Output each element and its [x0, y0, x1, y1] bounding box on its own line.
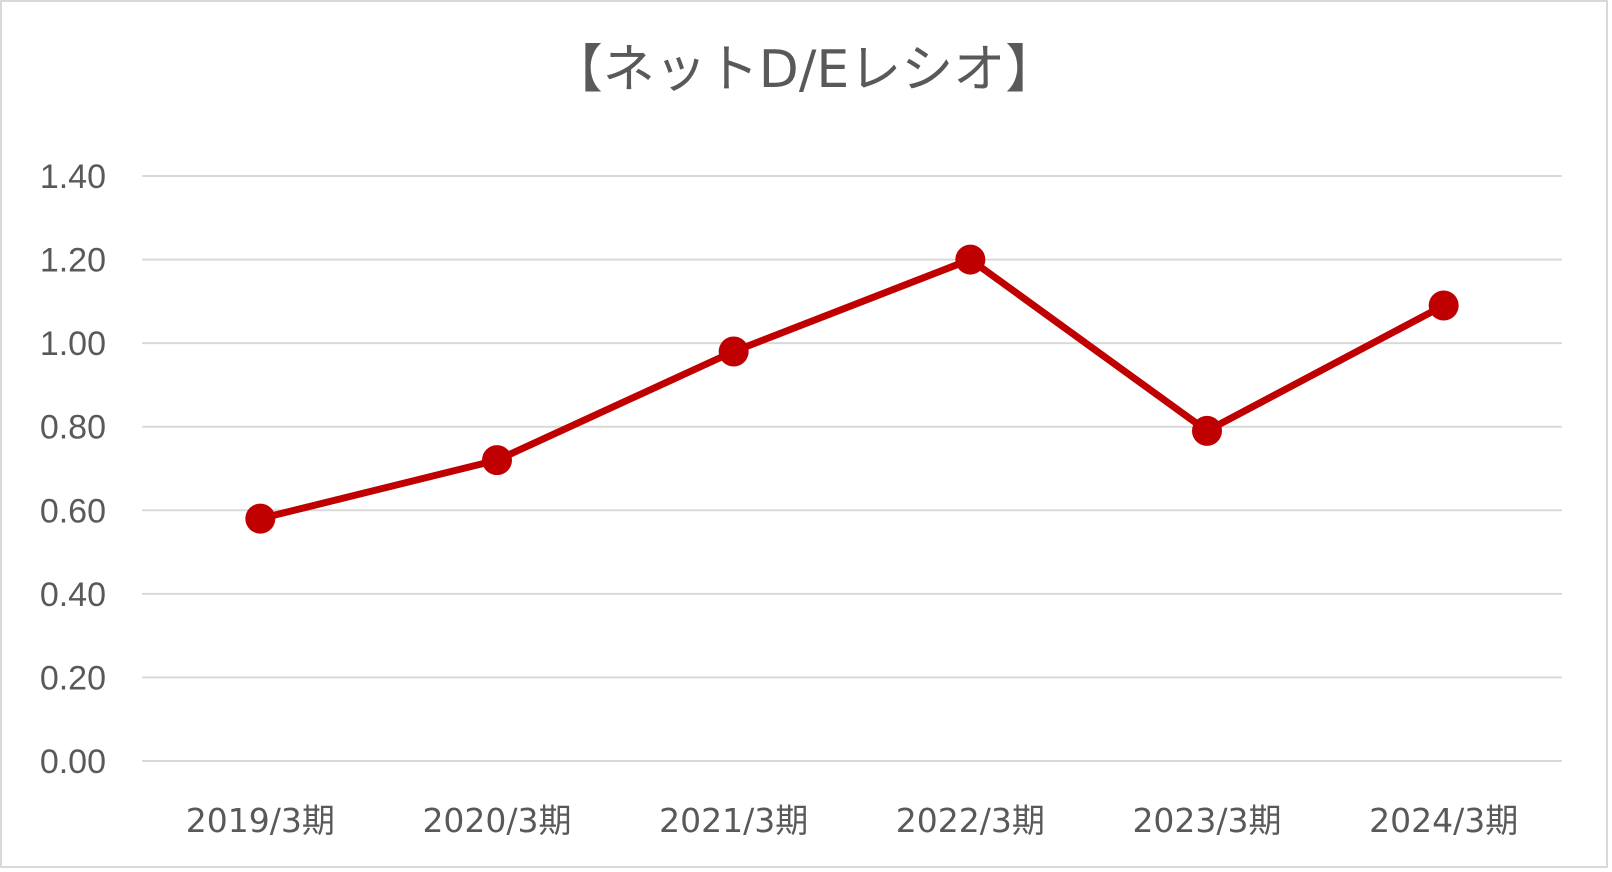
- series-line: [256, 256, 1448, 523]
- y-tick-label: 0.00: [40, 743, 106, 781]
- data-point: [245, 503, 276, 534]
- y-tick-label: 0.80: [40, 409, 106, 447]
- x-tick-label: 2019/3期: [186, 801, 335, 840]
- x-tick-label: 2022/3期: [896, 801, 1045, 840]
- y-tick-label: 0.60: [40, 492, 106, 530]
- data-point: [718, 336, 749, 367]
- y-tick-label: 0.20: [40, 659, 106, 697]
- y-tick-label: 1.40: [40, 158, 106, 196]
- x-tick-labels: 2019/3期 2020/3期 2021/3期 2022/3期 2023/3期 2024/…: [186, 801, 1518, 840]
- y-tick-label: 0.40: [40, 576, 106, 614]
- chart-title: 【ネットD/Eレシオ】: [550, 40, 1058, 100]
- data-point: [482, 445, 512, 476]
- y-tick-label: 1.20: [40, 242, 106, 280]
- y-tick-label: 1.00: [40, 325, 106, 363]
- data-point: [1428, 290, 1459, 321]
- data-point: [1192, 415, 1222, 446]
- x-tick-label: 2021/3期: [659, 801, 808, 840]
- data-point: [955, 244, 986, 275]
- x-tick-label: 2023/3期: [1132, 801, 1281, 840]
- series-layer: [245, 244, 1459, 534]
- x-tick-label: 2024/3期: [1369, 801, 1518, 840]
- x-tick-label: 2020/3期: [422, 801, 571, 840]
- y-tick-labels: 0.00 0.20 0.40 0.60 0.80 1.00 1.20 1.40: [40, 158, 106, 781]
- grid-layer: [142, 175, 1562, 762]
